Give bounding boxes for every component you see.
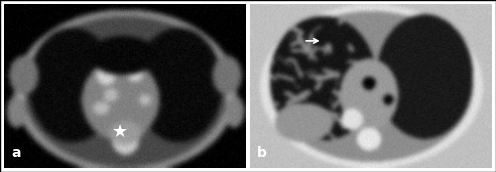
Text: ★: ★ bbox=[112, 123, 128, 141]
Text: a: a bbox=[11, 146, 21, 160]
Text: b: b bbox=[257, 146, 267, 160]
